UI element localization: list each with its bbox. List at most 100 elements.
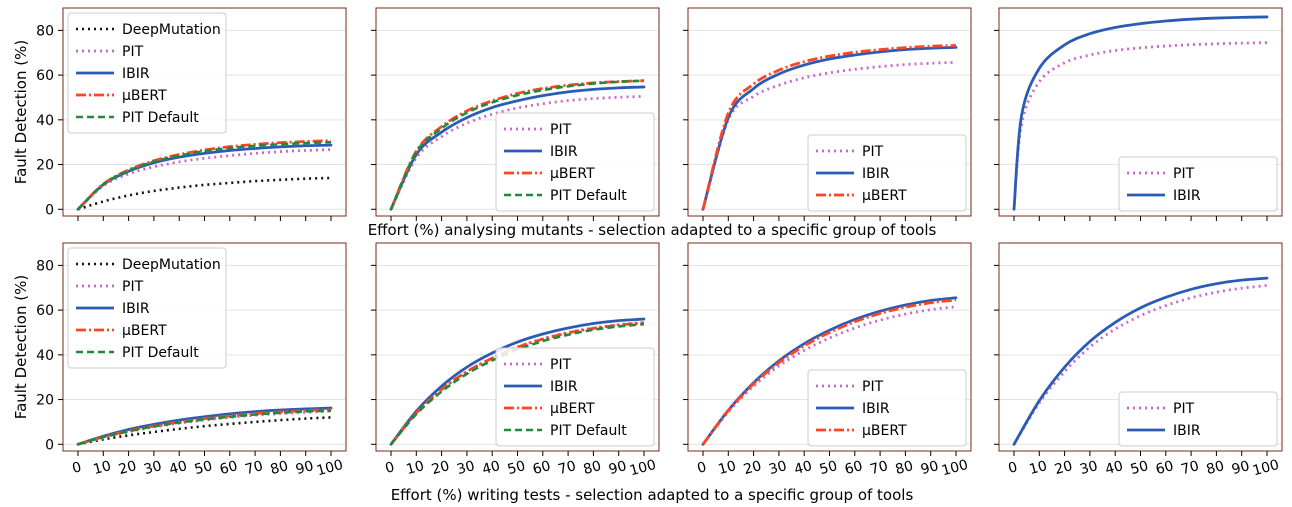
legend: PIT IBIR [1118,156,1278,212]
series-line-ibir [389,85,646,211]
x-tick-label: 60 [218,458,239,478]
x-tick-label: 80 [582,458,603,478]
x-tick-label: 40 [792,458,813,478]
legend: PIT IBIR μBERT PIT Default [495,347,655,447]
subplot-6: 0 10 20 30 40 50 60 70 80 90 100 PIT IBIR μBERT PIT De… [371,242,660,479]
legend-box [807,369,967,447]
x-tick-label: 70 [868,458,889,478]
series-line-pit-default [77,140,332,211]
x-tick-label: 60 [1154,458,1175,478]
series-group [389,79,646,211]
legend: DeepMutation PIT IBIR μBERT PIT Default [67,247,227,369]
x-tick-label: 90 [919,458,940,478]
y-tick-label: 0 [45,202,54,218]
legend-box [67,12,227,134]
series-line-pit-default [77,409,332,446]
legend-entry: PIT Default [550,188,627,204]
x-tick-label: 0 [1007,459,1020,477]
series-group [701,44,958,211]
x-tick-label: 50 [818,458,839,478]
legend: PIT IBIR [1118,391,1278,447]
legend-box [495,347,655,447]
x-tick-label: 10 [405,458,426,478]
subplot-4: PIT IBIR [994,7,1283,221]
series-line-μbert [701,44,957,210]
legend-box [67,247,227,369]
legend-entry: IBIR [862,401,890,417]
x-tick-label: 0 [71,459,84,477]
legend-entry: IBIR [122,301,150,317]
legend-entry: μBERT [122,323,167,339]
x-tick-label: 70 [1179,458,1200,478]
panels-group: 0 20 40 60 80 Fault Detection (%) DeepMutation… [12,7,1283,479]
x-tick-label: 70 [243,458,264,478]
x-tick-label: 90 [1230,458,1251,478]
legend-entry: DeepMutation [122,22,221,38]
series-group [701,296,958,446]
y-tick-label: 80 [36,23,54,39]
x-tick-label: 30 [455,458,476,478]
y-tick-label: 40 [36,113,54,129]
y-tick-label: 80 [36,258,54,274]
legend-entry: PIT [122,279,144,295]
legend-entry: PIT Default [122,110,199,126]
legend-entry: μBERT [862,423,907,439]
series-line-ibir [1012,15,1269,211]
y-tick-label: 60 [36,303,54,319]
y-axis-title: Fault Detection (%) [12,40,30,184]
x-tick-label: 20 [1053,458,1074,478]
series-line-pit-default [389,79,645,210]
subplot-2: PIT IBIR μBERT PIT Default [371,7,660,221]
legend-entry: PIT [122,44,144,60]
row2-x-axis-title: Effort (%) writing tests - selection ada… [391,486,914,504]
series-group [76,406,333,446]
legend-entry: PIT [1173,166,1195,182]
legend-box [1118,156,1278,212]
x-tick-label: 30 [767,458,788,478]
x-tick-label: 30 [142,458,163,478]
legend-entry: IBIR [1173,423,1201,439]
x-tick-label: 90 [294,458,315,478]
series-line-ibir [701,45,958,211]
x-tick-label: 100 [315,457,345,479]
legend-entry: μBERT [122,88,167,104]
x-tick-label: 40 [167,458,188,478]
x-tick-label: 100 [628,457,658,479]
legend-entry: PIT Default [550,423,627,439]
series-line-ibir [389,317,646,446]
subplot-7: 0 10 20 30 40 50 60 70 80 90 100 PIT IBIR μBERT [683,242,972,479]
y-tick-label: 40 [36,348,54,364]
series-group [1012,276,1269,446]
series-line-ibir [1012,276,1269,446]
series-line-pit [77,148,332,211]
x-tick-label: 80 [1205,458,1226,478]
series-line-ibir [701,296,958,446]
legend-entry: PIT [550,122,572,138]
legend-entry: IBIR [550,144,578,160]
x-tick-label: 100 [940,457,970,479]
x-tick-label: 0 [696,459,709,477]
x-tick-label: 10 [92,458,113,478]
x-tick-label: 90 [607,458,628,478]
x-tick-label: 60 [843,458,864,478]
x-tick-label: 10 [717,458,738,478]
legend-entry: PIT [862,144,884,160]
subplot-1: 0 20 40 60 80 Fault Detection (%) DeepMutation… [12,7,347,221]
series-line-deepmutation [77,416,332,446]
legend: PIT IBIR μBERT [807,134,967,212]
legend-box [495,112,655,212]
series-line-pit [701,60,957,210]
legend-entry: PIT [550,357,572,373]
legend-entry: PIT [1173,401,1195,417]
x-tick-label: 60 [531,458,552,478]
legend-entry: μBERT [550,166,595,182]
legend-entry: IBIR [550,379,578,395]
legend-entry: PIT Default [122,345,199,361]
x-tick-label: 30 [1078,458,1099,478]
x-tick-label: 20 [117,458,138,478]
subplot-3: PIT IBIR μBERT [683,7,972,221]
y-tick-label: 60 [36,68,54,84]
x-tick-label: 50 [1129,458,1150,478]
legend-entry: μBERT [862,188,907,204]
